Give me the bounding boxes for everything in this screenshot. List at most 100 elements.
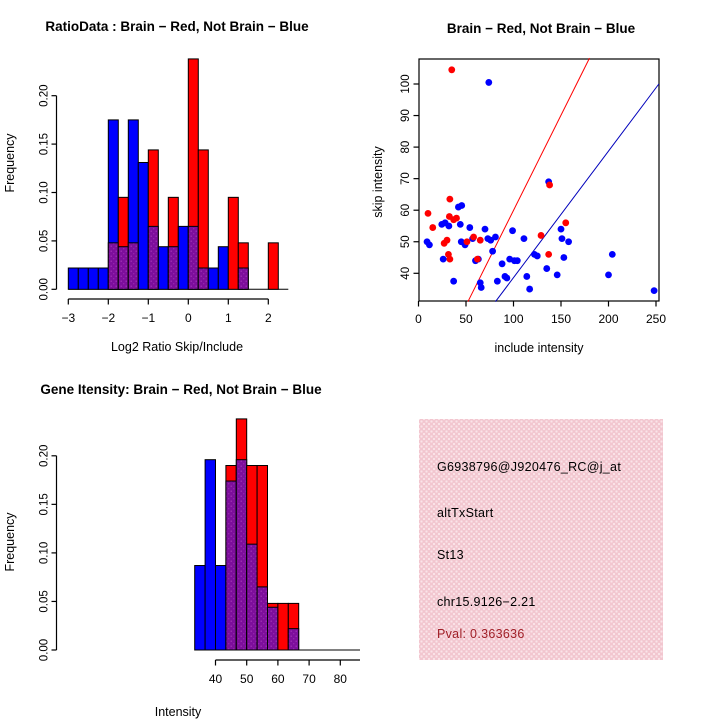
scatter-point-blue	[558, 235, 566, 242]
y-axis-title: Frequency	[3, 512, 17, 572]
hist-bar-overlap	[246, 543, 258, 651]
x-tick-label: 0	[415, 312, 422, 326]
scatter-point-red	[537, 232, 545, 239]
gene-name-text: St13	[437, 548, 464, 562]
x-axis-title: include intensity	[495, 341, 585, 355]
hist-bar-overlap	[147, 225, 159, 290]
scatter-point-blue	[493, 277, 501, 285]
scatter-point-red	[446, 255, 454, 263]
scatter-point-blue	[477, 284, 485, 291]
hist-bar-blue	[157, 246, 169, 290]
scatter-point-red	[424, 209, 432, 217]
hist-bar-blue	[97, 267, 109, 290]
hist-bar-overlap	[237, 267, 249, 290]
scatter-point-blue	[565, 238, 572, 246]
x-tick-label: 70	[302, 672, 316, 686]
scatter-point-blue	[553, 271, 561, 279]
scatter-point-red	[545, 250, 553, 258]
hist-bar-blue	[77, 267, 89, 290]
y-tick-label: 0.15	[39, 133, 51, 155]
scatter-point-blue	[426, 241, 433, 249]
scatter-point-red	[448, 66, 456, 74]
y-tick-label: 90	[400, 109, 412, 122]
x-tick-label: 50	[459, 312, 473, 326]
scatter-point-blue	[492, 233, 499, 241]
scatter-point-red	[453, 214, 460, 222]
y-tick-label: 0.10	[39, 181, 51, 203]
hist-bar-overlap	[107, 242, 119, 290]
y-tick-label: 0.05	[39, 230, 51, 252]
chart-title: Brain − Red, Not Brain − Blue	[447, 21, 636, 36]
hist-bar-blue	[217, 246, 229, 290]
chart-title: Gene Itensity: Brain − Red, Not Brain − …	[40, 382, 322, 397]
y-tick-label: 0.15	[39, 493, 51, 515]
scatter-point-blue	[445, 222, 453, 230]
y-tick-label: 80	[400, 141, 412, 154]
scatter-point-blue	[485, 79, 493, 86]
hist-bar-blue	[204, 459, 217, 651]
scatter-point-blue	[526, 285, 534, 293]
scatter-point-blue	[523, 273, 531, 280]
intensity-scatter-panel: Brain − Red, Not Brain − Blue 0 50 100 150 20…	[371, 21, 666, 355]
x-tick-label: 150	[551, 312, 571, 326]
probe-id-text: G6938796@J920476_RC@j_at	[437, 460, 622, 474]
event-type-text: altTxStart	[437, 506, 494, 520]
y-tick-label: 50	[400, 235, 412, 248]
scatter-point-red	[474, 255, 481, 263]
x-tick-label: 1	[225, 311, 232, 325]
scatter-point-red	[476, 236, 484, 244]
scatter-point-red	[463, 238, 471, 246]
hist-bar-overlap	[235, 459, 248, 651]
hist-bar-red	[267, 242, 279, 290]
hist-bar-overlap	[117, 246, 129, 290]
scatter-point-blue	[509, 227, 516, 235]
x-tick-label: −2	[101, 311, 115, 325]
hist-bar-overlap	[187, 225, 199, 290]
gene-info-box: G6938796@J920476_RC@j_at altTxStart St13…	[419, 419, 663, 660]
x-tick-label: −1	[141, 311, 155, 325]
scatter-point-blue	[503, 274, 511, 282]
y-tick-label: 0.00	[39, 639, 51, 661]
scatter-point-blue	[543, 265, 551, 272]
ratio-histogram-panel: RatioData : Brain − Red, Not Brain − Blu…	[3, 19, 309, 354]
scatter-point-blue	[481, 225, 489, 233]
hist-bar-blue	[177, 225, 189, 290]
scatter-point-blue	[557, 225, 565, 233]
x-tick-label: 50	[240, 672, 254, 686]
scatter-point-blue	[650, 287, 658, 295]
x-tick-label: 250	[646, 312, 666, 326]
hist-bar-overlap	[197, 267, 209, 290]
scatter-point-blue	[489, 247, 496, 255]
hist-bar-blue	[207, 267, 219, 290]
x-axis-title: Log2 Ratio Skip/Include	[111, 340, 243, 354]
chart-title: RatioData : Brain − Red, Not Brain − Blu…	[45, 19, 309, 34]
hist-bar-overlap	[287, 628, 300, 651]
gene-info-panel: G6938796@J920476_RC@j_at altTxStart St13…	[360, 360, 720, 720]
y-tick-label: 0.00	[39, 278, 51, 300]
y-tick-label: 40	[400, 267, 412, 280]
hist-bar-overlap	[127, 242, 139, 290]
pval-text: Pval: 0.363636	[437, 627, 525, 641]
scatter-point-blue	[439, 255, 447, 263]
scatter-point-blue	[605, 271, 612, 279]
scatter-point-blue	[456, 220, 464, 228]
hist-bar-overlap	[225, 480, 237, 651]
x-axis-title: Intensity	[155, 705, 202, 719]
y-axis-title: Frequency	[3, 133, 17, 193]
regression-line-blue	[495, 83, 660, 302]
hist-bar-blue	[87, 267, 99, 290]
scatter-point-blue	[466, 224, 474, 231]
scatter-point-blue	[533, 252, 541, 260]
y-tick-label: 0.05	[39, 590, 51, 612]
hist-bar-red	[227, 196, 239, 290]
hist-bar-overlap	[256, 586, 268, 651]
scatter-point-blue	[450, 277, 458, 285]
hist-bar-overlap	[167, 246, 179, 290]
hist-bar-blue	[137, 161, 149, 290]
x-tick-label: 40	[209, 672, 223, 686]
hist-bar-blue	[194, 565, 206, 651]
scatter-point-red	[440, 239, 448, 247]
x-tick-label: 80	[334, 672, 348, 686]
y-axis-title: skip intensity	[371, 145, 385, 217]
